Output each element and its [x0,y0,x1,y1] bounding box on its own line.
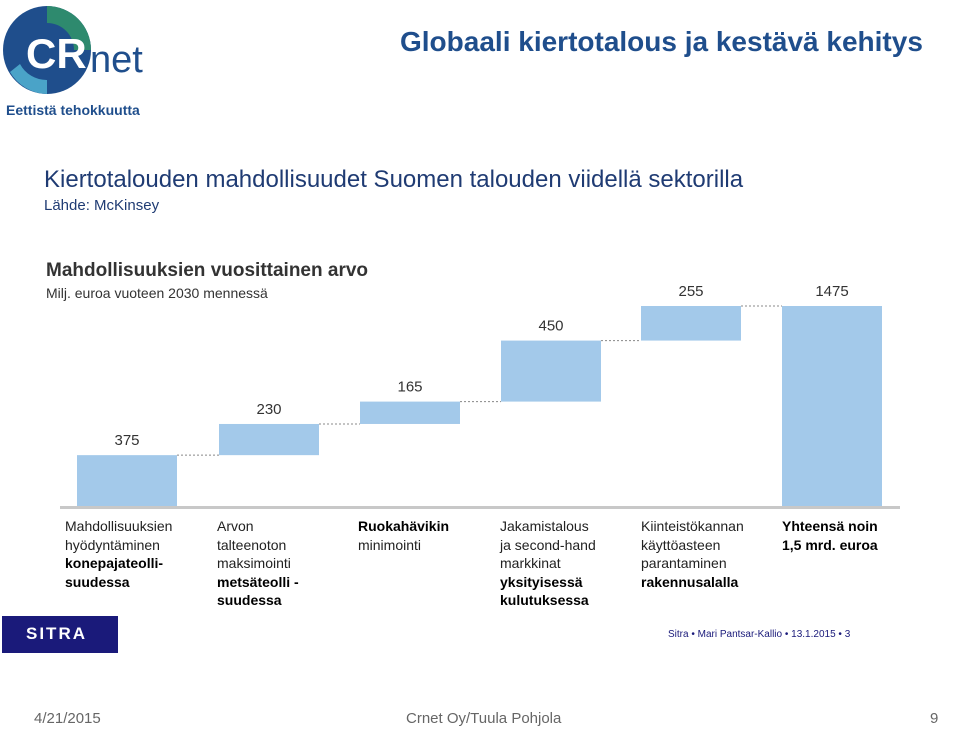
waterfall-bar [77,455,177,506]
bar-value-label: 230 [256,401,281,418]
category-label: Jakamistalous ja second-hand markkinat yksi… [500,517,640,610]
category-label-line: Yhteensä noin [782,518,878,534]
footer-page-number: 9 [930,710,939,727]
chart-unit-label: Milj. euroa vuoteen 2030 mennessä [46,285,268,301]
category-label-line: Jakamistalous [500,518,589,534]
category-label: Arvon talteenoton maksimointi metsäteolli -… [217,517,357,610]
category-label-line: metsäteolli - [217,573,299,590]
category-label-line: suudessa [65,573,130,590]
category-label-line: Ruokahävikin [358,518,450,534]
category-label: Mahdollisuuksien hyödyntäminen konepajateo… [65,517,205,591]
category-label-line: suudessa [217,592,282,608]
svg-text:net: net [90,39,143,81]
sitra-logo: SITRA [2,616,118,653]
category-label: Yhteensä noin 1,5 mrd. euroa [782,517,922,554]
waterfall-bar [782,306,882,506]
bar-value-label: 1475 [815,283,848,300]
sitra-logo-text: SITRA [26,624,87,643]
slide-title: Globaali kiertotalous ja kestävä kehitys [400,26,923,57]
category-label-line: ja second-hand [500,536,596,553]
category-label-line: minimointi [358,536,422,553]
waterfall-bar [501,340,601,402]
chart-title: Kiertotalouden mahdollisuudet Suomen tal… [44,166,744,193]
category-label-line: talteenoton [217,536,287,553]
footer-center: Crnet Oy/Tuula Pohjola [406,710,562,727]
category-label-line: Kiinteistökannan [641,518,744,534]
category-label-line: rakennusalalla [641,573,739,590]
bar-value-label: 165 [397,379,422,396]
source-line: Sitra • Mari Pantsar-Kallio • 13.1.2015 … [668,629,851,640]
logo-text-part: CR [26,30,87,77]
category-label: Kiinteistökannan käyttöasteen parantaminen… [641,517,781,591]
crnet-logo: CR net [3,6,143,94]
waterfall-bar [219,423,319,456]
category-label-line: Arvon [217,518,254,534]
category-label-line: Mahdollisuuksien [65,518,173,534]
category-label-line: parantaminen [641,555,727,571]
waterfall-bar [641,306,741,341]
category-label-line: kulutuksessa [500,592,589,608]
footer-date: 4/21/2015 [34,710,101,727]
tagline: Eettistä tehokkuutta [6,102,140,118]
category-label-line: maksimointi [217,555,291,571]
category-label-line: konepajateolli- [65,555,164,571]
category-label-line: käyttöasteen [641,536,721,553]
waterfall-bar [360,401,460,424]
bar-value-label: 450 [538,318,563,335]
chart-subtitle: Mahdollisuuksien vuosittainen arvo [46,260,369,281]
bar-value-label: 375 [114,432,139,449]
category-label-line: hyödyntäminen [65,536,160,553]
chart-source: Lähde: McKinsey [44,197,160,214]
category-label: Ruokahävikin minimointi [358,517,498,554]
bar-value-label: 255 [678,283,703,300]
category-label-line: 1,5 mrd. euroa [782,536,878,553]
category-label-line: markkinat [500,555,561,571]
category-label-line: yksityisessä [500,573,583,590]
